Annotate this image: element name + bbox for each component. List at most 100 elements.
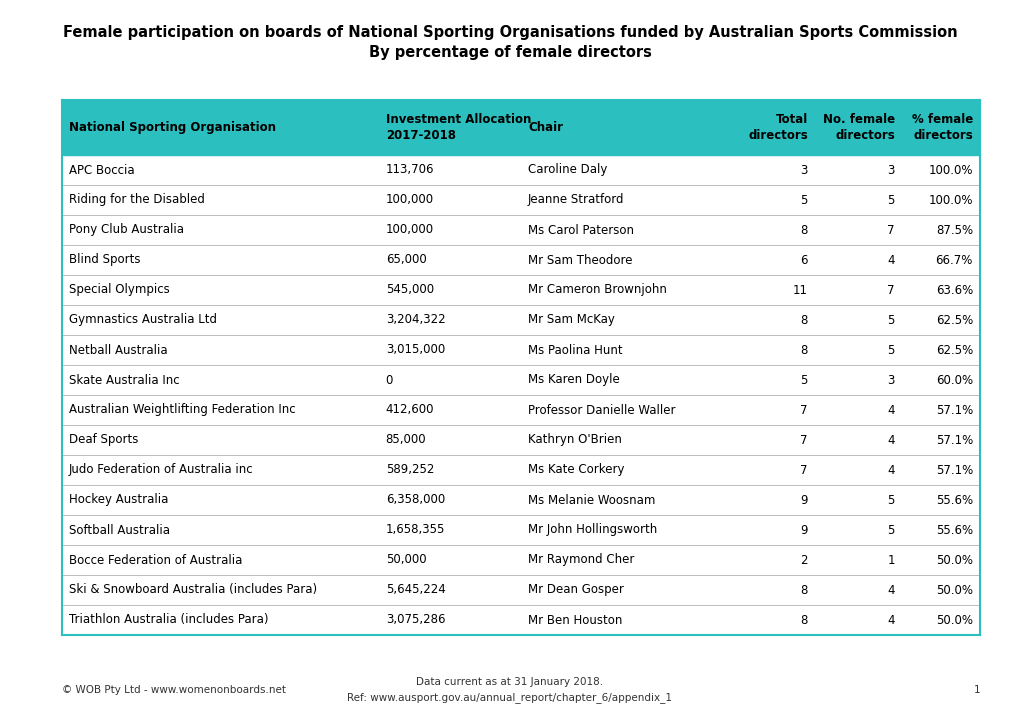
Text: Caroline Daly: Caroline Daly — [528, 164, 606, 177]
Text: Ms Karen Doyle: Ms Karen Doyle — [528, 373, 620, 386]
Text: Chair: Chair — [528, 121, 562, 134]
Text: 50.0%: 50.0% — [935, 614, 972, 627]
Text: National Sporting Organisation: National Sporting Organisation — [69, 121, 276, 134]
Text: Special Olympics: Special Olympics — [69, 283, 169, 296]
Text: Investment Allocation
2017-2018: Investment Allocation 2017-2018 — [385, 113, 531, 142]
Text: 3: 3 — [800, 164, 807, 177]
Text: Ms Melanie Woosnam: Ms Melanie Woosnam — [528, 493, 655, 506]
Text: Skate Australia Inc: Skate Australia Inc — [69, 373, 179, 386]
Text: Deaf Sports: Deaf Sports — [69, 433, 139, 446]
Text: 9: 9 — [800, 523, 807, 536]
Text: 5: 5 — [800, 373, 807, 386]
Text: 4: 4 — [887, 583, 894, 596]
Text: Softball Australia: Softball Australia — [69, 523, 170, 536]
Text: 7: 7 — [887, 283, 894, 296]
Text: 5,645,224: 5,645,224 — [385, 583, 445, 596]
Text: 3,015,000: 3,015,000 — [385, 343, 444, 356]
Text: 8: 8 — [800, 614, 807, 627]
Text: Mr Dean Gosper: Mr Dean Gosper — [528, 583, 624, 596]
Text: 412,600: 412,600 — [385, 404, 434, 417]
Text: 3,204,322: 3,204,322 — [385, 314, 445, 327]
Text: 4: 4 — [887, 433, 894, 446]
Text: 65,000: 65,000 — [385, 254, 426, 267]
Text: Ref: www.ausport.gov.au/annual_report/chapter_6/appendix_1: Ref: www.ausport.gov.au/annual_report/ch… — [347, 693, 672, 704]
Text: Mr Raymond Cher: Mr Raymond Cher — [528, 554, 634, 567]
Text: Mr Ben Houston: Mr Ben Houston — [528, 614, 622, 627]
Text: 66.7%: 66.7% — [934, 254, 972, 267]
Text: 7: 7 — [800, 404, 807, 417]
Text: Triathlon Australia (includes Para): Triathlon Australia (includes Para) — [69, 614, 268, 627]
Text: 7: 7 — [887, 224, 894, 236]
Text: 1: 1 — [972, 685, 979, 695]
Text: Hockey Australia: Hockey Australia — [69, 493, 168, 506]
Text: 4: 4 — [887, 464, 894, 477]
Text: 113,706: 113,706 — [385, 164, 434, 177]
Text: Mr Cameron Brownjohn: Mr Cameron Brownjohn — [528, 283, 666, 296]
Text: 87.5%: 87.5% — [935, 224, 972, 236]
Text: Ms Paolina Hunt: Ms Paolina Hunt — [528, 343, 622, 356]
Text: 545,000: 545,000 — [385, 283, 433, 296]
Text: 5: 5 — [887, 343, 894, 356]
Text: Gymnastics Australia Ltd: Gymnastics Australia Ltd — [69, 314, 217, 327]
Text: 8: 8 — [800, 343, 807, 356]
Text: 3: 3 — [887, 164, 894, 177]
Text: 100.0%: 100.0% — [927, 193, 972, 206]
Text: 589,252: 589,252 — [385, 464, 434, 477]
Text: Ski & Snowboard Australia (includes Para): Ski & Snowboard Australia (includes Para… — [69, 583, 317, 596]
Text: 5: 5 — [887, 193, 894, 206]
Text: 4: 4 — [887, 614, 894, 627]
Text: 57.1%: 57.1% — [934, 404, 972, 417]
Text: Riding for the Disabled: Riding for the Disabled — [69, 193, 205, 206]
Text: 85,000: 85,000 — [385, 433, 426, 446]
Text: 8: 8 — [800, 224, 807, 236]
Text: Mr Sam McKay: Mr Sam McKay — [528, 314, 614, 327]
Text: 62.5%: 62.5% — [934, 314, 972, 327]
Text: 6: 6 — [800, 254, 807, 267]
Text: 5: 5 — [887, 493, 894, 506]
Text: APC Boccia: APC Boccia — [69, 164, 135, 177]
Text: 3,075,286: 3,075,286 — [385, 614, 444, 627]
Text: 11: 11 — [792, 283, 807, 296]
Text: 1: 1 — [887, 554, 894, 567]
Text: 100.0%: 100.0% — [927, 164, 972, 177]
Text: 5: 5 — [887, 314, 894, 327]
Text: Pony Club Australia: Pony Club Australia — [69, 224, 183, 236]
Text: © WOB Pty Ltd - www.womenonboards.net: © WOB Pty Ltd - www.womenonboards.net — [62, 685, 285, 695]
Text: 9: 9 — [800, 493, 807, 506]
Text: 2: 2 — [800, 554, 807, 567]
Text: 5: 5 — [800, 193, 807, 206]
Text: 50,000: 50,000 — [385, 554, 426, 567]
Text: 60.0%: 60.0% — [935, 373, 972, 386]
Text: 1,658,355: 1,658,355 — [385, 523, 444, 536]
Text: Australian Weightlifting Federation Inc: Australian Weightlifting Federation Inc — [69, 404, 296, 417]
Text: 100,000: 100,000 — [385, 224, 433, 236]
Bar — [62, 100, 979, 155]
Text: 50.0%: 50.0% — [935, 554, 972, 567]
Text: 100,000: 100,000 — [385, 193, 433, 206]
Text: 3: 3 — [887, 373, 894, 386]
Text: 8: 8 — [800, 314, 807, 327]
Text: 55.6%: 55.6% — [935, 523, 972, 536]
Text: % female
directors: % female directors — [911, 113, 972, 142]
Text: Netball Australia: Netball Australia — [69, 343, 167, 356]
Text: Jeanne Stratford: Jeanne Stratford — [528, 193, 624, 206]
Text: By percentage of female directors: By percentage of female directors — [368, 45, 651, 60]
Text: 0: 0 — [385, 373, 392, 386]
Text: Mr Sam Theodore: Mr Sam Theodore — [528, 254, 632, 267]
Text: Kathryn O'Brien: Kathryn O'Brien — [528, 433, 622, 446]
Text: 6,358,000: 6,358,000 — [385, 493, 444, 506]
Text: Female participation on boards of National Sporting Organisations funded by Aust: Female participation on boards of Nation… — [62, 25, 957, 40]
Text: 57.1%: 57.1% — [934, 464, 972, 477]
Text: 5: 5 — [887, 523, 894, 536]
Text: Data current as at 31 January 2018.: Data current as at 31 January 2018. — [416, 677, 603, 687]
Text: 63.6%: 63.6% — [934, 283, 972, 296]
Text: 7: 7 — [800, 464, 807, 477]
Text: Blind Sports: Blind Sports — [69, 254, 141, 267]
Text: Ms Carol Paterson: Ms Carol Paterson — [528, 224, 634, 236]
Text: 4: 4 — [887, 254, 894, 267]
Text: Professor Danielle Waller: Professor Danielle Waller — [528, 404, 675, 417]
Text: 62.5%: 62.5% — [934, 343, 972, 356]
Text: Ms Kate Corkery: Ms Kate Corkery — [528, 464, 624, 477]
Text: Judo Federation of Australia inc: Judo Federation of Australia inc — [69, 464, 254, 477]
Text: 8: 8 — [800, 583, 807, 596]
